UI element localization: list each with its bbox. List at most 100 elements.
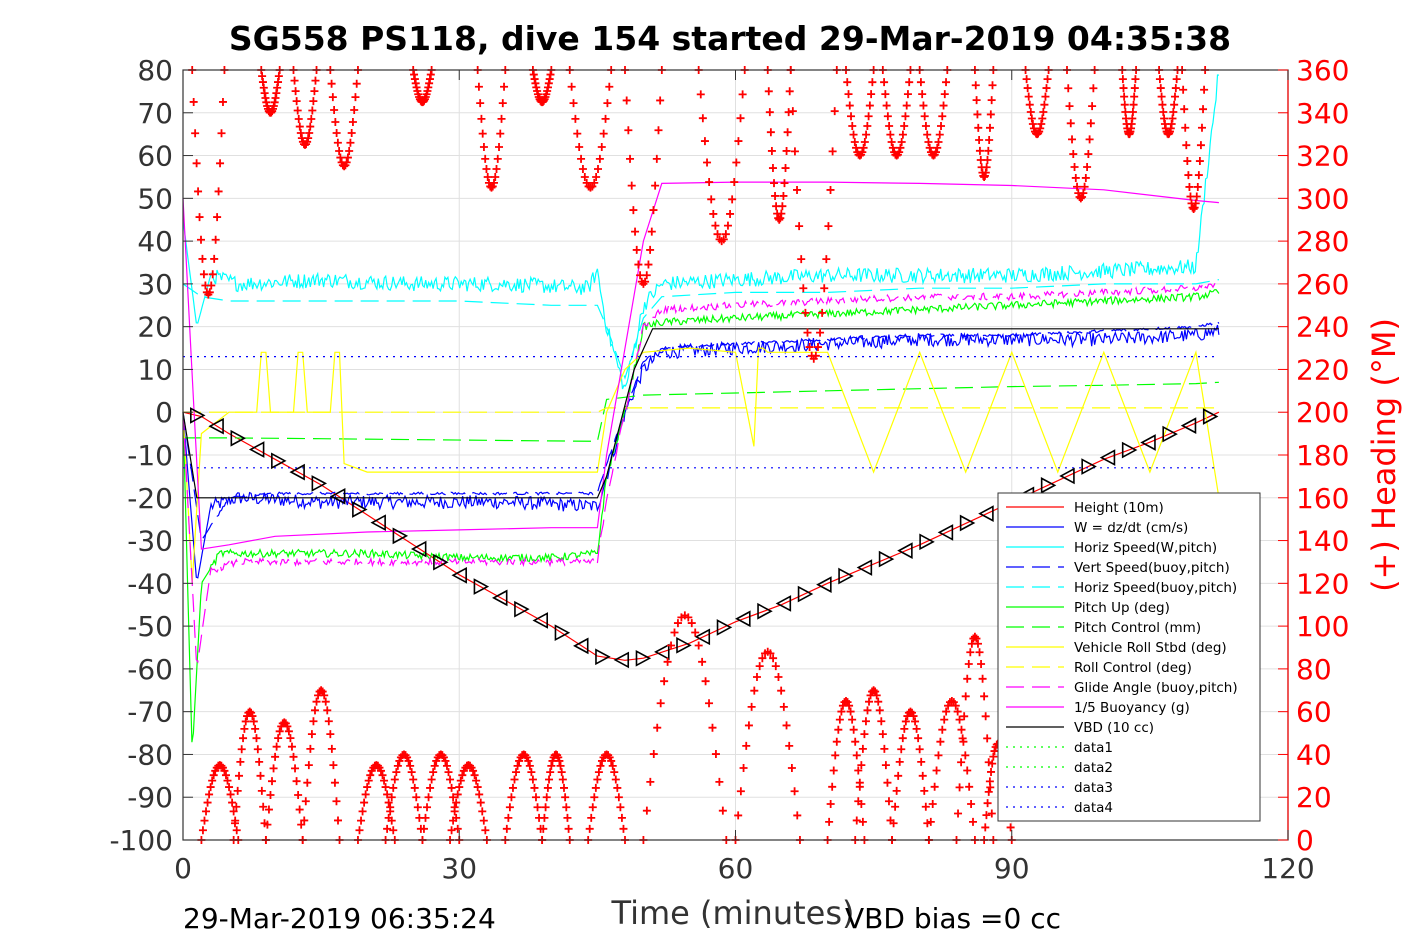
heading-marker [820,284,829,293]
heading-marker [811,351,820,360]
heading-marker [766,128,775,137]
heading-marker [294,790,303,799]
heading-marker [478,807,487,816]
right-tick-label: 160 [1296,482,1349,515]
heading-marker [777,686,786,695]
heading-marker [1078,193,1087,202]
heading-marker [449,816,458,825]
heading-marker [707,195,716,204]
heading-marker [525,761,534,770]
heading-marker [624,126,633,135]
heading-marker [864,112,873,121]
heading-marker [885,122,894,131]
heading-marker [1130,84,1139,93]
heading-marker [320,691,329,700]
heading-marker [975,648,984,657]
heading-marker [389,826,398,835]
heading-marker [764,87,773,96]
heading-marker [828,147,837,156]
heading-marker [631,227,640,236]
heading-marker [858,148,867,157]
heading-marker [510,775,519,784]
heading-marker [926,817,935,826]
heading-marker [327,79,336,88]
heading-marker [960,712,969,721]
heading-marker [210,254,219,263]
height-marker [370,514,386,532]
heading-marker [1128,108,1137,117]
heading-marker [787,763,796,772]
legend-label: Horiz Speed(buoy,pitch) [1074,580,1237,596]
heading-marker [936,737,945,746]
heading-marker [785,87,794,96]
heading-marker [816,328,825,337]
series-w-dz-dt-cm-s [182,324,1220,579]
heading-marker [442,761,451,770]
heading-marker [530,783,539,792]
heading-marker [505,803,514,812]
heading-marker [758,654,767,663]
heading-marker [413,803,422,812]
legend-label: VBD (10 cc) [1074,720,1154,736]
height-marker [595,648,611,666]
legend-label: Glide Angle (buoy,pitch) [1074,680,1238,696]
heading-marker [858,744,867,753]
heading-marker [573,129,582,138]
series-1-5-buoyancy-g [182,181,1219,550]
y-tick-label: 20 [137,311,173,344]
heading-marker [734,137,743,146]
heading-marker [852,816,861,825]
heading-marker [1182,141,1191,150]
heading-marker [487,183,496,192]
heading-marker [895,757,904,766]
right-tick-label: 200 [1296,396,1349,429]
heading-marker [901,717,910,726]
heading-marker [429,768,438,777]
height-marker [919,533,935,551]
heading-marker [921,122,930,131]
heading-marker [488,182,497,191]
heading-marker [790,787,799,796]
y-tick-label: -30 [127,525,173,558]
heading-marker [978,674,987,683]
x-axis-label: Time (minutes) [611,894,855,932]
heading-marker [357,816,366,825]
heading-marker [481,154,490,163]
heading-marker [363,783,372,792]
height-marker [1140,434,1156,451]
heading-marker [287,742,296,751]
height-marker [1162,425,1178,443]
heading-marker [512,768,521,777]
heading-marker [875,706,884,715]
heading-marker [605,753,614,762]
heading-marker [726,209,735,218]
heading-marker [458,771,467,780]
y-tick-label: 50 [137,182,173,215]
right-tick-label: 220 [1296,353,1349,386]
heading-marker [656,96,665,105]
heading-marker [594,164,603,173]
y-tick-label: -10 [127,439,173,472]
height-marker [208,417,224,435]
heading-marker [848,715,857,724]
heading-marker [983,155,992,164]
heading-marker [223,776,232,785]
height-marker [329,487,346,505]
heading-marker [1190,203,1199,212]
heading-marker [479,816,488,825]
heading-marker [297,820,306,829]
heading-marker [911,717,920,726]
heading-marker [938,112,947,121]
heading-marker [835,715,844,724]
heading-marker [765,108,774,117]
heading-marker [257,786,266,795]
heading-marker [642,806,651,815]
heading-marker [289,752,298,761]
heading-marker [848,122,857,131]
heading-marker [1085,135,1094,144]
heading-marker [447,783,456,792]
heading-marker [983,799,992,808]
heading-marker [698,114,707,123]
heading-marker [555,756,564,765]
heading-marker [990,747,999,756]
